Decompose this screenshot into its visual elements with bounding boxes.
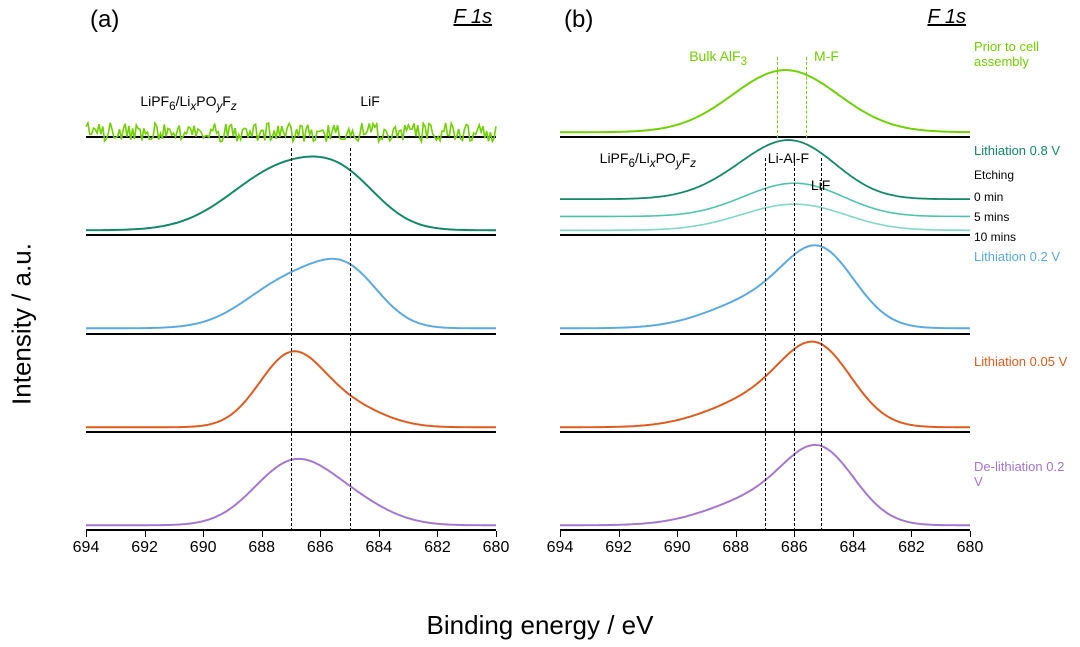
xtick-label: 682 — [898, 539, 925, 557]
xtick-label: 690 — [664, 539, 691, 557]
ref-line-li-al-f — [794, 158, 795, 531]
xtick-label: 686 — [307, 539, 334, 557]
panel-b: (b) F 1s Bulk AlF3M-FLiPF6/LixPOyFzLi-Al… — [560, 6, 970, 567]
x-axis-label: Binding energy / eV — [0, 610, 1080, 641]
xtick-label: 694 — [73, 539, 100, 557]
xtick — [853, 531, 854, 537]
side-label-lith-0-05: Lithiation 0.05 V — [974, 355, 1074, 370]
xtick — [496, 531, 497, 537]
panel-b-title: F 1s — [927, 6, 966, 29]
xtick-label: 692 — [605, 539, 632, 557]
side-label-delith-0-2: De-lithiation 0.2 V — [974, 460, 1074, 490]
xtick — [262, 531, 263, 537]
side-label-lith-0-8: Lithiation 0.8 V — [974, 144, 1074, 159]
panel-a-xticks: 694692690688686684682680 — [86, 531, 496, 567]
xtick-label: 688 — [722, 539, 749, 557]
xtick-label: 694 — [547, 539, 574, 557]
panel-a: (a) F 1s LiPF6/LixPOyFzLiF 6946926906886… — [86, 6, 496, 567]
ref-line-lif — [821, 158, 822, 531]
panel-b-letter: (b) — [564, 6, 593, 34]
panel-a-letter: (a) — [90, 6, 119, 34]
panel-b-xticks: 694692690688686684682680 — [560, 531, 970, 567]
etch-5min: 5 mins — [974, 210, 1009, 224]
side-label-prior: Prior to cell assembly — [974, 40, 1074, 70]
xtick-label: 680 — [483, 539, 510, 557]
panel-a-stack: LiPF6/LixPOyFzLiF — [86, 40, 496, 531]
xtick-label: 688 — [248, 539, 275, 557]
spectrum-curve — [560, 40, 970, 136]
xtick-label: 684 — [839, 539, 866, 557]
spectrum-curve — [86, 40, 496, 136]
xtick-label: 680 — [957, 539, 984, 557]
ref-line-lif — [350, 148, 351, 531]
xtick — [437, 531, 438, 537]
trace-prior — [560, 70, 970, 132]
xtick — [970, 531, 971, 537]
ref-line-lipf6-lixpoyfz — [765, 158, 766, 531]
subplot-a-prior — [86, 40, 496, 138]
xtick-label: 692 — [131, 539, 158, 557]
xtick — [794, 531, 795, 537]
xtick — [86, 531, 87, 537]
subplot-b-prior — [560, 40, 970, 138]
panel-b-stack: Bulk AlF3M-FLiPF6/LixPOyFzLi-Al-FLiF — [560, 40, 970, 531]
y-axis-label: Intensity / a.u. — [7, 243, 38, 405]
xtick — [677, 531, 678, 537]
ref-line-lipf6-lixpoyfz — [291, 148, 292, 531]
xtick — [911, 531, 912, 537]
figure-root: Intensity / a.u. Binding energy / eV (a)… — [0, 0, 1080, 647]
xtick — [320, 531, 321, 537]
xtick — [145, 531, 146, 537]
xtick-label: 684 — [365, 539, 392, 557]
xtick — [203, 531, 204, 537]
panel-a-title: F 1s — [453, 6, 492, 29]
xtick-label: 690 — [190, 539, 217, 557]
xtick — [379, 531, 380, 537]
side-label-lith-0-2: Lithiation 0.2 V — [974, 250, 1074, 265]
xtick — [560, 531, 561, 537]
xtick-label: 682 — [424, 539, 451, 557]
xtick — [619, 531, 620, 537]
ref-line-bulk-alf3 — [777, 57, 778, 138]
etch-0min: 0 min — [974, 190, 1003, 204]
ref-line-m-f — [806, 57, 807, 138]
xtick-label: 686 — [781, 539, 808, 557]
etch-10min: 10 mins — [974, 230, 1016, 244]
xtick — [736, 531, 737, 537]
etch-heading: Etching — [974, 168, 1014, 182]
